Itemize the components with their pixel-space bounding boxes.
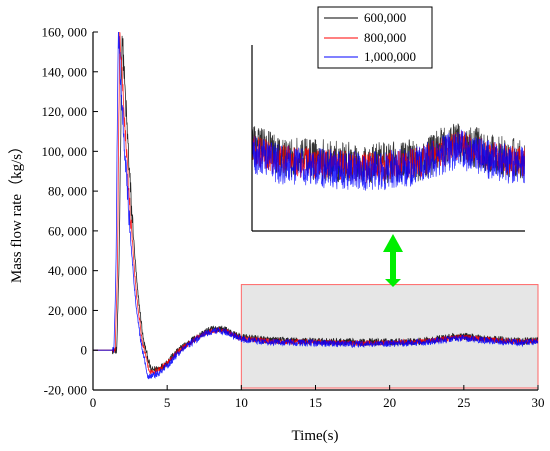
inset-series-group	[252, 123, 525, 191]
y-tick-label: 140, 000	[42, 64, 88, 79]
x-ticks: 0 5 10 15 20 25 30	[90, 385, 545, 410]
y-tick-label: 100, 000	[42, 144, 88, 159]
x-tick-label: 10	[235, 395, 248, 410]
y-tick-label: 80, 000	[48, 184, 87, 199]
arrow-head-up	[383, 234, 403, 252]
y-tick-label: 0	[81, 343, 88, 358]
y-axis-label: Mass flow rate（kg/s）	[8, 139, 25, 283]
y-tick-label: 60, 000	[48, 223, 87, 238]
inset-series-line-2	[252, 129, 525, 191]
legend-label-800k: 800,000	[364, 30, 406, 45]
x-tick-label: 5	[164, 395, 171, 410]
y-tick-label: 120, 000	[42, 104, 88, 119]
highlight-region	[240, 284, 539, 389]
legend: 600,000 800,000 1,000,000	[317, 6, 433, 69]
y-ticks: -20, 000 0 20, 000 40, 000 60, 000 80, 000 100…	[42, 25, 98, 398]
series-line-2	[93, 32, 538, 380]
x-axis-label: Time(s)	[292, 428, 339, 444]
x-tick-label: 20	[383, 395, 396, 410]
zoom-arrow-icon	[383, 234, 403, 287]
x-tick-label: 25	[457, 395, 470, 410]
arrow-head-down	[385, 279, 401, 287]
legend-label-1m: 1,000,000	[364, 49, 416, 64]
inset-series-line-1	[252, 130, 525, 185]
legend-label-600k: 600,000	[364, 10, 406, 25]
inset-zoom-panel	[251, 45, 525, 232]
y-tick-label: 40, 000	[48, 263, 87, 278]
x-tick-label: 15	[309, 395, 322, 410]
x-tick-label: 0	[90, 395, 97, 410]
x-tick-label: 30	[532, 395, 545, 410]
y-tick-label: -20, 000	[44, 383, 87, 398]
y-tick-label: 160, 000	[42, 25, 88, 40]
main-series-group	[93, 32, 538, 380]
y-tick-label: 20, 000	[48, 303, 87, 318]
